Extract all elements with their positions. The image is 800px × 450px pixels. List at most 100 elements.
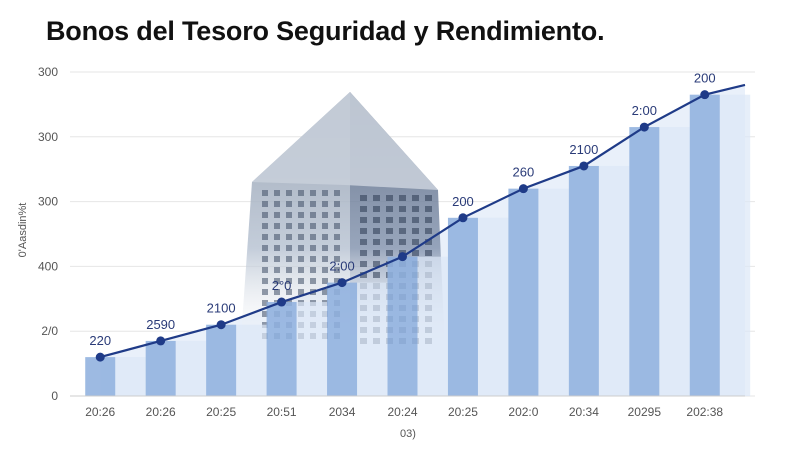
window bbox=[373, 195, 380, 201]
data-label: 260 bbox=[513, 165, 535, 180]
window bbox=[274, 278, 280, 284]
window bbox=[274, 245, 280, 251]
bar-gap bbox=[719, 94, 751, 397]
window bbox=[298, 212, 304, 218]
bar-gap bbox=[357, 282, 388, 396]
data-label: 2:00 bbox=[632, 103, 657, 118]
window bbox=[360, 250, 367, 256]
window bbox=[298, 190, 304, 196]
window bbox=[360, 272, 367, 278]
data-point bbox=[458, 213, 468, 223]
window bbox=[373, 239, 380, 245]
window bbox=[360, 195, 367, 201]
data-point bbox=[216, 320, 226, 330]
y-tick-label: 0 bbox=[51, 389, 58, 403]
window bbox=[262, 278, 268, 284]
window bbox=[298, 245, 304, 251]
window bbox=[399, 206, 406, 212]
data-point bbox=[579, 161, 589, 171]
window bbox=[274, 234, 280, 240]
window bbox=[298, 289, 304, 295]
window bbox=[334, 245, 340, 251]
window bbox=[286, 245, 292, 251]
bar-gap bbox=[538, 188, 569, 396]
window bbox=[334, 234, 340, 240]
y-tick-label: 300 bbox=[38, 65, 58, 79]
bar bbox=[447, 217, 478, 396]
bar-gap bbox=[477, 217, 509, 396]
data-label: 2100 bbox=[569, 142, 598, 157]
bar bbox=[85, 357, 116, 396]
window bbox=[262, 289, 268, 295]
y-tick-label: 300 bbox=[38, 130, 58, 144]
window bbox=[310, 256, 316, 262]
window bbox=[286, 190, 292, 196]
window bbox=[386, 250, 393, 256]
data-point bbox=[639, 122, 649, 132]
x-tick-label: 20:34 bbox=[569, 405, 599, 419]
window bbox=[360, 239, 367, 245]
bar bbox=[327, 282, 358, 396]
window bbox=[310, 245, 316, 251]
window bbox=[274, 267, 280, 273]
window bbox=[262, 212, 268, 218]
window bbox=[322, 278, 328, 284]
window bbox=[262, 234, 268, 240]
window bbox=[334, 190, 340, 196]
window bbox=[360, 206, 367, 212]
window bbox=[286, 201, 292, 207]
bar bbox=[689, 94, 720, 397]
window bbox=[412, 250, 419, 256]
bar-gap bbox=[417, 256, 448, 396]
window bbox=[262, 300, 268, 306]
window bbox=[310, 201, 316, 207]
window bbox=[286, 234, 292, 240]
window bbox=[334, 278, 340, 284]
window bbox=[274, 190, 280, 196]
window bbox=[286, 212, 292, 218]
data-label: 200 bbox=[694, 71, 716, 86]
window bbox=[286, 223, 292, 229]
window bbox=[310, 223, 316, 229]
window bbox=[322, 267, 328, 273]
window bbox=[262, 245, 268, 251]
window bbox=[262, 267, 268, 273]
window bbox=[386, 228, 393, 234]
bar bbox=[206, 324, 237, 396]
window bbox=[386, 206, 393, 212]
data-label: 200 bbox=[452, 194, 474, 209]
data-label: 2100 bbox=[207, 301, 236, 316]
window bbox=[286, 256, 292, 262]
y-axis-label: 0'Aasdin%t bbox=[17, 203, 29, 258]
bar-gap bbox=[115, 357, 146, 396]
window bbox=[386, 195, 393, 201]
window bbox=[360, 217, 367, 223]
window bbox=[386, 217, 393, 223]
data-point bbox=[95, 352, 105, 362]
x-tick-label: 20:26 bbox=[146, 405, 176, 419]
bar bbox=[145, 340, 176, 396]
window bbox=[286, 267, 292, 273]
bar bbox=[508, 188, 539, 396]
window bbox=[322, 223, 328, 229]
window bbox=[298, 223, 304, 229]
data-point bbox=[277, 297, 287, 307]
data-label: 2590 bbox=[146, 317, 175, 332]
y-tick-label: 300 bbox=[38, 195, 58, 209]
bar-gap bbox=[296, 302, 328, 396]
data-point bbox=[398, 252, 407, 262]
window bbox=[262, 223, 268, 229]
window bbox=[310, 190, 316, 196]
window bbox=[425, 250, 432, 256]
bar bbox=[387, 256, 418, 396]
window bbox=[334, 267, 340, 273]
window bbox=[334, 223, 340, 229]
window bbox=[322, 256, 328, 262]
series-line bbox=[99, 83, 746, 359]
window bbox=[262, 311, 268, 317]
window bbox=[412, 195, 419, 201]
x-tick-label: 202:38 bbox=[686, 405, 723, 419]
bar bbox=[629, 127, 660, 396]
window bbox=[298, 278, 304, 284]
bar-gap bbox=[598, 165, 630, 396]
